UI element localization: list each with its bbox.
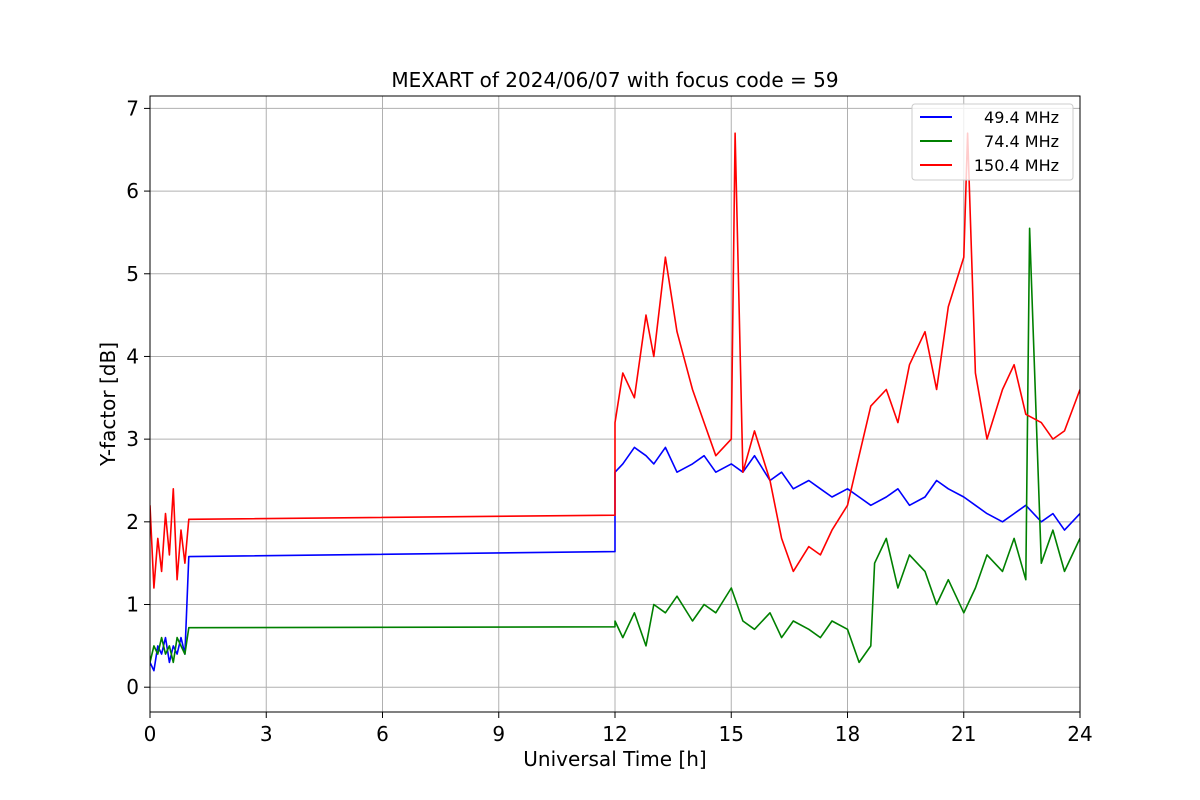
series-line-1 <box>150 227 1080 664</box>
y-tick-label: 0 <box>126 675 139 699</box>
x-tick-label: 0 <box>144 722 157 746</box>
x-tick-label: 12 <box>602 722 627 746</box>
legend: 49.4 MHz 74.4 MHz 150.4 MHz <box>911 103 1074 181</box>
legend-label: 49.4 MHz <box>984 108 1059 127</box>
x-tick-label: 24 <box>1067 722 1092 746</box>
y-axis-label: Y-factor [dB] <box>96 342 120 467</box>
y-tick-label: 4 <box>126 344 139 368</box>
x-tick-label: 9 <box>492 722 505 746</box>
x-tick-label: 6 <box>376 722 389 746</box>
legend-label: 74.4 MHz <box>984 132 1059 151</box>
grid-layer <box>149 96 1081 712</box>
legend-label: 150.4 MHz <box>974 156 1059 175</box>
x-tick-label: 15 <box>719 722 744 746</box>
y-tick-label: 1 <box>126 593 139 617</box>
series-line-0 <box>150 446 1080 672</box>
y-tick-label: 3 <box>126 427 139 451</box>
series-line-2 <box>150 132 1080 589</box>
y-tick-label: 7 <box>126 96 139 120</box>
x-tick-label: 21 <box>951 722 976 746</box>
x-tick-label: 18 <box>835 722 860 746</box>
x-axis-label: Universal Time [h] <box>523 747 706 771</box>
x-tick-label: 3 <box>260 722 273 746</box>
legend-entries: 49.4 MHz 74.4 MHz 150.4 MHz <box>920 108 1059 175</box>
y-tick-label: 6 <box>126 179 139 203</box>
y-tick-label: 5 <box>126 262 139 286</box>
y-tick-label: 2 <box>126 510 139 534</box>
chart-title: MEXART of 2024/06/07 with focus code = 5… <box>391 68 838 92</box>
legend-frame <box>911 103 1074 181</box>
series-layer <box>150 132 1080 672</box>
